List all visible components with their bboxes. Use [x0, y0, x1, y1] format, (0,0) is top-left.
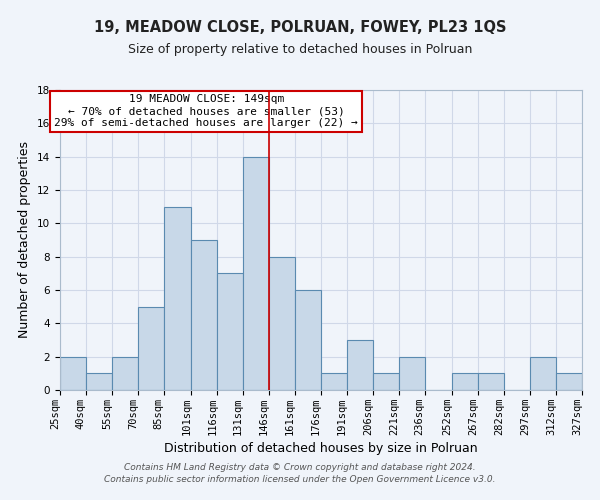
Bar	[399, 356, 425, 390]
Text: Contains HM Land Registry data © Crown copyright and database right 2024.: Contains HM Land Registry data © Crown c…	[124, 464, 476, 472]
Bar	[269, 256, 295, 390]
Bar	[86, 374, 112, 390]
Text: 19, MEADOW CLOSE, POLRUAN, FOWEY, PL23 1QS: 19, MEADOW CLOSE, POLRUAN, FOWEY, PL23 1…	[94, 20, 506, 35]
Text: Size of property relative to detached houses in Polruan: Size of property relative to detached ho…	[128, 42, 472, 56]
X-axis label: Distribution of detached houses by size in Polruan: Distribution of detached houses by size …	[164, 442, 478, 455]
Bar	[321, 374, 347, 390]
Bar	[556, 374, 582, 390]
Bar	[112, 356, 138, 390]
Bar	[295, 290, 321, 390]
Y-axis label: Number of detached properties: Number of detached properties	[19, 142, 31, 338]
Bar	[217, 274, 243, 390]
Bar	[243, 156, 269, 390]
Bar	[478, 374, 504, 390]
Text: 19 MEADOW CLOSE: 149sqm
← 70% of detached houses are smaller (53)
29% of semi-de: 19 MEADOW CLOSE: 149sqm ← 70% of detache…	[54, 94, 358, 128]
Bar	[347, 340, 373, 390]
Bar	[373, 374, 399, 390]
Bar	[60, 356, 86, 390]
Bar	[164, 206, 191, 390]
Text: Contains public sector information licensed under the Open Government Licence v3: Contains public sector information licen…	[104, 475, 496, 484]
Bar	[530, 356, 556, 390]
Bar	[452, 374, 478, 390]
Bar	[191, 240, 217, 390]
Bar	[138, 306, 164, 390]
